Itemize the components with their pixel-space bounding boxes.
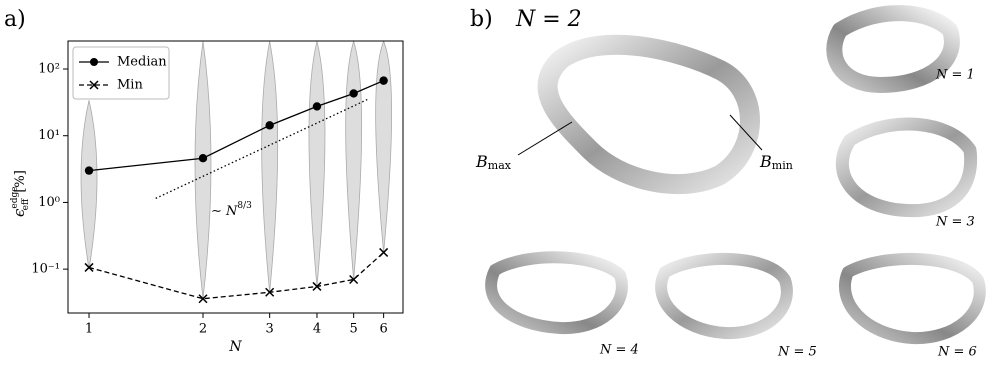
point xyxy=(198,294,208,304)
legend-marker xyxy=(89,80,99,90)
y-label-sup: edge xyxy=(10,186,20,208)
legend-label: Median xyxy=(117,55,167,70)
violin xyxy=(345,39,363,280)
panel-label: b) xyxy=(470,7,493,32)
x-tick-label: 6 xyxy=(379,322,387,337)
ribbon-renders xyxy=(485,5,986,345)
point xyxy=(349,274,359,284)
point xyxy=(349,89,358,98)
annotation-sup: 8/3 xyxy=(237,200,252,210)
ribbon-n1 xyxy=(826,5,960,93)
pointer xyxy=(517,121,573,156)
legend-label: Min xyxy=(117,78,143,93)
y-tick-label: 10⁻¹ xyxy=(31,262,60,277)
caption: N = 6 xyxy=(937,345,977,360)
pointer xyxy=(729,114,763,151)
x-axis-label: N xyxy=(228,339,242,355)
point xyxy=(265,287,275,297)
x-tick-label: 4 xyxy=(313,322,321,337)
caption: N = 1 xyxy=(935,68,975,83)
legend-marker xyxy=(90,58,98,66)
violin xyxy=(261,41,279,293)
ribbon-n5 xyxy=(655,252,793,340)
plot-frame xyxy=(67,40,404,314)
y-label-unit: [%] xyxy=(13,170,28,193)
b-min-label: Bmin xyxy=(759,152,793,173)
point xyxy=(84,166,94,175)
x-tick-label: 5 xyxy=(350,322,358,337)
series-line xyxy=(88,80,384,172)
annotation-text: ∼ N xyxy=(211,203,238,218)
violin xyxy=(194,41,212,299)
y-tick-label: 10⁰ xyxy=(38,195,60,210)
annotation: ∼ N8/3 xyxy=(211,200,252,218)
y-tick-label: 10² xyxy=(38,62,60,77)
point xyxy=(84,262,94,272)
reference-line xyxy=(155,98,370,199)
point xyxy=(312,102,322,111)
caption: N = 3 xyxy=(935,215,975,230)
y-axis-label: ϵedgeeff [%] xyxy=(10,170,31,217)
b-min-base: B xyxy=(759,152,772,171)
violin xyxy=(308,41,326,287)
ribbon-n6 xyxy=(838,252,986,345)
x-tick-label: 2 xyxy=(199,322,207,337)
panel-title: N = 2 xyxy=(515,7,582,32)
y-tick-label: 10¹ xyxy=(38,128,60,143)
b-max-sub: max xyxy=(488,159,512,172)
caption: N = 5 xyxy=(777,345,817,360)
point xyxy=(379,76,388,85)
point xyxy=(379,247,389,257)
violin xyxy=(375,40,392,253)
x-tick-label: 1 xyxy=(85,322,93,337)
series-line xyxy=(88,251,385,300)
ribbon-n4 xyxy=(485,251,628,335)
caption: N = 4 xyxy=(599,343,639,358)
point xyxy=(198,154,208,163)
violin xyxy=(80,100,98,270)
ribbon-n3 xyxy=(835,117,978,218)
b-max-label: Bmax xyxy=(475,152,512,173)
y-label-symbol: ϵ xyxy=(10,208,28,217)
point xyxy=(312,281,322,291)
x-tick-label: 3 xyxy=(266,322,274,337)
y-label-sub: eff xyxy=(21,198,31,210)
panel-label: a) xyxy=(4,7,26,32)
point xyxy=(265,121,274,130)
ribbon-n2 xyxy=(537,34,760,195)
b-max-base: B xyxy=(475,152,488,171)
b-min-sub: min xyxy=(772,159,793,172)
